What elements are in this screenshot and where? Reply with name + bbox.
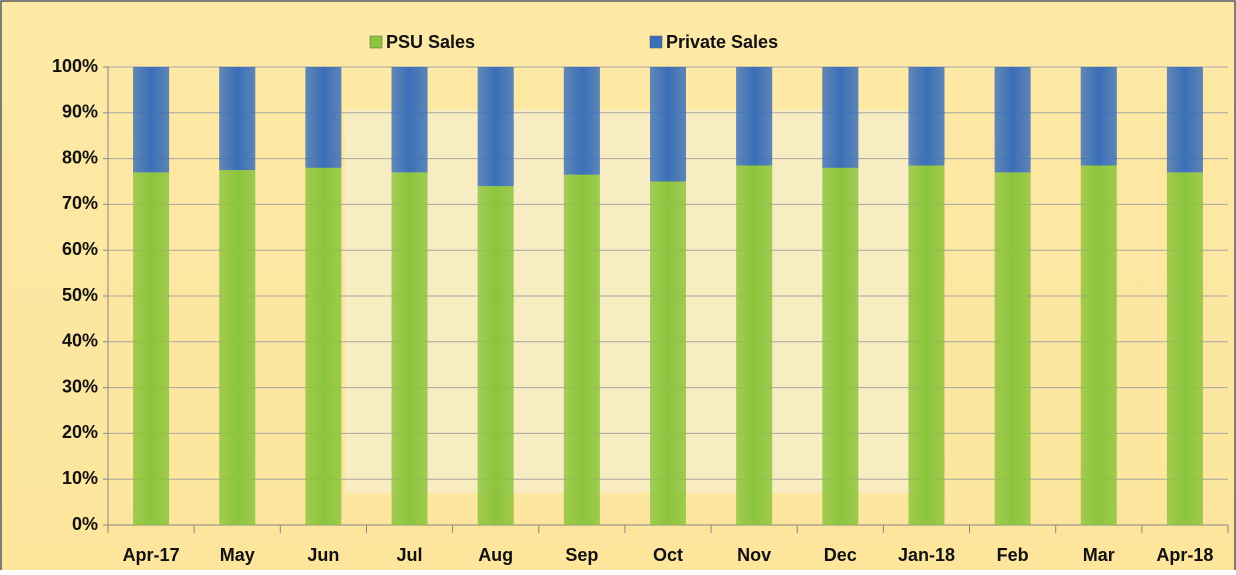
- x-tick-label: Oct: [653, 545, 683, 565]
- x-tick-label: Nov: [737, 545, 771, 565]
- x-tick-label: Mar: [1083, 545, 1115, 565]
- bar-segment: [995, 172, 1031, 525]
- bar-segment: [478, 186, 514, 525]
- legend-swatch: [370, 36, 382, 48]
- y-tick-label: 90%: [62, 102, 98, 122]
- x-tick-label: Sep: [565, 545, 598, 565]
- bar-segment: [1167, 67, 1203, 172]
- bar-segment: [392, 67, 428, 172]
- x-tick-label: Jun: [307, 545, 339, 565]
- x-tick-label: Feb: [997, 545, 1029, 565]
- bar-segment: [822, 67, 858, 168]
- legend-label: Private Sales: [666, 32, 778, 52]
- x-tick-label: Jan-18: [898, 545, 955, 565]
- bar-segment: [564, 175, 600, 525]
- bar-segment: [305, 168, 341, 525]
- bar-segment: [650, 67, 686, 182]
- bar-segment: [133, 67, 169, 172]
- bar-segment: [564, 67, 600, 175]
- bar-segment: [1081, 165, 1117, 525]
- bar-segment: [133, 172, 169, 525]
- y-tick-label: 10%: [62, 468, 98, 488]
- bar-segment: [995, 67, 1031, 172]
- bar-segment: [908, 67, 944, 165]
- x-tick-label: Jul: [397, 545, 423, 565]
- y-tick-label: 100%: [52, 56, 98, 76]
- y-tick-label: 70%: [62, 193, 98, 213]
- bar-segment: [736, 165, 772, 525]
- bar-segment: [650, 182, 686, 526]
- bar-segment: [392, 172, 428, 525]
- y-tick-label: 80%: [62, 147, 98, 167]
- y-tick-label: 50%: [62, 285, 98, 305]
- y-tick-label: 60%: [62, 239, 98, 259]
- y-tick-label: 30%: [62, 376, 98, 396]
- x-tick-label: Dec: [824, 545, 857, 565]
- x-tick-label: May: [220, 545, 255, 565]
- y-tick-label: 20%: [62, 422, 98, 442]
- bar-segment: [1167, 172, 1203, 525]
- x-tick-label: Aug: [478, 545, 513, 565]
- bar-segment: [219, 170, 255, 525]
- x-tick-label: Apr-17: [123, 545, 180, 565]
- bar-segment: [736, 67, 772, 165]
- bar-segment: [908, 165, 944, 525]
- bar-segment: [219, 67, 255, 170]
- x-tick-label: Apr-18: [1156, 545, 1213, 565]
- bar-segment: [478, 67, 514, 186]
- legend-swatch: [650, 36, 662, 48]
- bar-segment: [305, 67, 341, 168]
- bar-segment: [822, 168, 858, 525]
- y-tick-label: 0%: [72, 514, 98, 534]
- bar-segment: [1081, 67, 1117, 165]
- y-tick-label: 40%: [62, 331, 98, 351]
- chart: 0% 10% 20% 30% 40% 50% 60% 70% 80% 90% 100% Apr-17 M…: [0, 0, 1236, 570]
- legend-label: PSU Sales: [386, 32, 475, 52]
